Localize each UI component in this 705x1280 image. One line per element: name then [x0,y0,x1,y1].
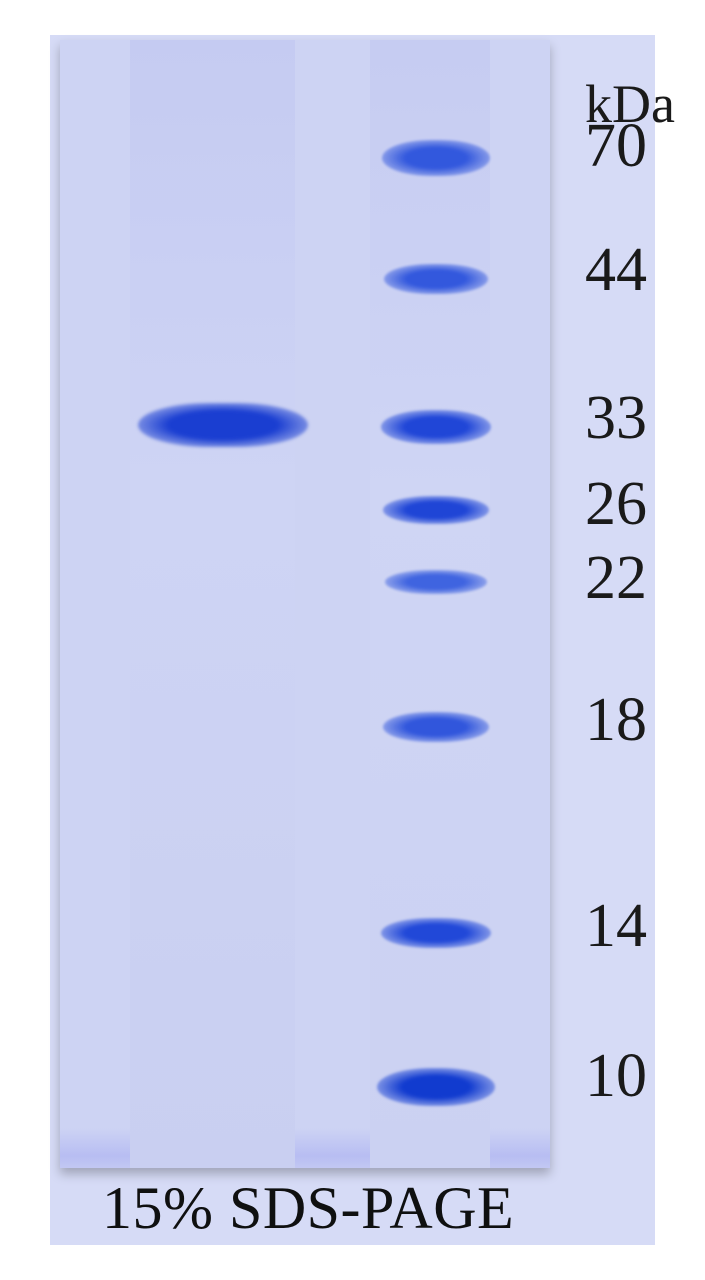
mw-label-22kda: 22 [585,543,647,614]
mw-label-44kda: 44 [585,235,647,306]
ladder-band-10kda [377,1068,495,1106]
gel-area [60,40,550,1168]
sample-protein-band [138,403,308,447]
ladder-band-70kda [382,140,490,176]
mw-label-33kda: 33 [585,383,647,454]
ladder-band-26kda [383,496,489,524]
mw-label-26kda: 26 [585,469,647,540]
ladder-band-14kda [381,918,491,948]
mw-label-70kda: 70 [585,111,647,182]
mw-label-14kda: 14 [585,891,647,962]
gel-caption: 15% SDS-PAGE [102,1174,514,1243]
sample-lane [130,40,295,1168]
ladder-band-18kda [383,712,489,742]
mw-label-18kda: 18 [585,685,647,756]
ladder-band-22kda [385,570,487,594]
ladder-band-33kda [381,410,491,444]
mw-label-10kda: 10 [585,1041,647,1112]
gel-image-frame: kDa 7044332622181410 15% SDS-PAGE [50,35,655,1245]
ladder-band-44kda [384,264,488,294]
ladder-lane [370,40,490,1168]
